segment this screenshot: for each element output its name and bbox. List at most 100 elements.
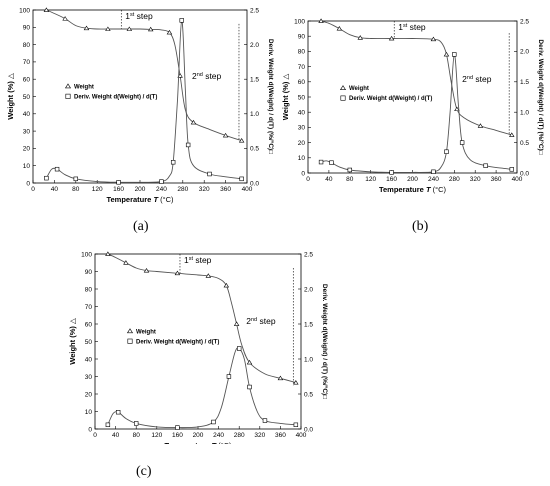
yr-tick-label-b-5: 2.5 [520, 18, 529, 25]
y-right-label-c: Deriv. Weight d(Weight) / d(T) (%/°C)□ [321, 284, 329, 399]
x-tick-label-b-7: 280 [449, 176, 460, 183]
legend-weight-marker-c [126, 328, 134, 334]
yl-tick-label-b-10: 100 [294, 18, 305, 25]
yl-tick-label-b-0: 0 [301, 170, 305, 177]
legend-deriv-marker-a [65, 93, 71, 99]
step2-label-b: 2nd step [462, 74, 492, 84]
chart-panel-c: 0 40 80 120 160 200 240 280 320 360 400 0 10 20 30 40 50… [60, 244, 330, 450]
y-left-label-a: Weight (%) △ [6, 73, 15, 120]
yr-tick-label-b-0: 0.0 [520, 170, 529, 177]
y-left-label-c: Weight (%) △ [68, 318, 77, 365]
yl-tick-label-a-1: 10 [23, 163, 31, 170]
yl-tick-label-a-6: 60 [23, 77, 31, 84]
yr-tick-label-b-4: 2.0 [520, 49, 529, 56]
x-tick-label-c-6: 240 [213, 432, 224, 439]
x-tick-label-b-8: 320 [470, 176, 481, 183]
x-tick-label-a-7: 280 [177, 186, 188, 193]
x-tick-label-b-6: 240 [428, 176, 439, 183]
weight-point-b-2 [336, 26, 343, 31]
yr-tick-label-a-4: 2.0 [250, 42, 259, 49]
weight-point-b-14 [477, 123, 484, 128]
legend-weight-marker-b [339, 85, 347, 90]
deriv-point-c-4 [134, 421, 139, 426]
x-axis-label-a: Temperature T (°C) [106, 195, 174, 204]
yl-tick-label-c-6: 60 [85, 321, 93, 328]
yr-tick-label-a-5: 2.5 [250, 7, 259, 14]
x-axis-label-b: Temperature T (°C) [379, 185, 447, 194]
legend-deriv-label-a: Deriv. Weight d(Weight) / d(T) [74, 94, 157, 100]
weight-point-b-16 [509, 132, 515, 137]
yl-tick-label-a-3: 30 [23, 128, 31, 135]
deriv-point-a-12 [179, 18, 184, 23]
x-tick-label-a-4: 160 [113, 186, 124, 193]
chart-panel-b: 0 40 80 120 160 200 240 280 320 360 400 0 10 20 30 40 50… [275, 0, 550, 210]
yr-tick-label-a-1: 0.5 [250, 146, 259, 153]
yr-tick-label-a-3: 1.5 [250, 77, 259, 84]
yr-tick-label-b-1: 0.5 [520, 140, 529, 147]
legend-weight-label-c: Weight [136, 329, 156, 335]
deriv-point-b-8 [431, 169, 436, 174]
weight-point-a-6 [105, 26, 111, 31]
yl-tick-label-a-2: 20 [23, 146, 31, 153]
yr-tick-label-a-2: 1.0 [250, 111, 259, 118]
x-tick-label-c-3: 120 [151, 432, 162, 439]
x-tick-label-a-5: 200 [135, 186, 146, 193]
deriv-point-a-16 [207, 171, 212, 177]
yl-tick-label-c-0: 0 [88, 426, 92, 433]
weight-point-c-4 [143, 268, 150, 273]
deriv-point-b-4 [347, 167, 353, 173]
weight-point-b-6 [388, 35, 395, 41]
weight-point-b-0 [318, 18, 324, 23]
yl-tick-label-c-8: 80 [85, 286, 93, 293]
weight-point-b-12 [454, 106, 460, 112]
weight-point-c-12 [233, 321, 240, 326]
legend-deriv-marker-b [340, 95, 346, 101]
x-tick-label-c-1: 40 [112, 432, 120, 439]
caption-b: (b) [412, 219, 429, 234]
weight-point-b-10 [443, 51, 450, 57]
x-tick-label-b-10: 400 [512, 176, 523, 183]
yr-tick-label-c-5: 2.5 [304, 251, 313, 258]
x-tick-label-c-10: 400 [296, 432, 307, 439]
yl-tick-label-b-9: 90 [298, 34, 306, 41]
yr-tick-label-b-2: 1.0 [520, 110, 529, 117]
x-tick-label-a-6: 240 [156, 186, 167, 193]
yl-tick-label-c-4: 40 [85, 356, 93, 363]
x-tick-label-c-2: 80 [133, 432, 141, 439]
x-tick-label-a-9: 360 [220, 186, 231, 193]
yl-tick-label-c-5: 50 [85, 339, 93, 346]
step1-label-c: 1st step [184, 255, 212, 265]
yl-tick-label-a-7: 70 [23, 59, 31, 66]
deriv-point-a-18 [239, 176, 244, 182]
legend-deriv-marker-c [127, 338, 133, 344]
weight-point-a-2 [62, 16, 68, 21]
yl-tick-label-c-1: 10 [85, 409, 93, 416]
yl-tick-label-c-7: 70 [85, 304, 93, 311]
x-tick-label-b-4: 160 [386, 176, 397, 183]
x-tick-label-c-8: 320 [254, 432, 265, 439]
y-right-label-a: Deriv. Weight d(Weight) / d(T) (%/°C)□ [267, 39, 275, 154]
deriv-point-c-10 [226, 374, 232, 379]
yl-tick-label-b-5: 50 [298, 94, 306, 101]
deriv-point-c-14 [247, 384, 252, 390]
deriv-point-a-8 [159, 179, 164, 184]
weight-point-a-12 [166, 29, 173, 35]
weight-point-c-6 [174, 270, 181, 276]
x-tick-label-a-1: 40 [51, 186, 59, 193]
chart-c-svg: 0 40 80 120 160 200 240 280 320 360 400 0 10 20 30 40 50… [68, 251, 329, 450]
x-tick-label-b-1: 40 [325, 176, 333, 183]
yl-tick-label-b-7: 70 [298, 64, 306, 71]
weight-point-b-4 [357, 35, 363, 40]
yr-tick-label-c-2: 1.0 [304, 356, 313, 363]
step1-label-a: 1st step [125, 11, 153, 21]
deriv-point-a-10 [170, 160, 176, 165]
yl-tick-label-b-1: 10 [298, 155, 306, 162]
deriv-point-b-10 [444, 149, 449, 154]
weight-point-a-4 [83, 25, 90, 31]
x-tick-label-b-9: 360 [491, 176, 502, 183]
x-tick-label-b-3: 120 [365, 176, 376, 183]
yr-tick-label-b-3: 1.5 [520, 79, 529, 86]
deriv-point-b-0 [318, 159, 324, 165]
deriv-point-c-0 [105, 422, 111, 427]
deriv-point-c-6 [175, 425, 180, 430]
